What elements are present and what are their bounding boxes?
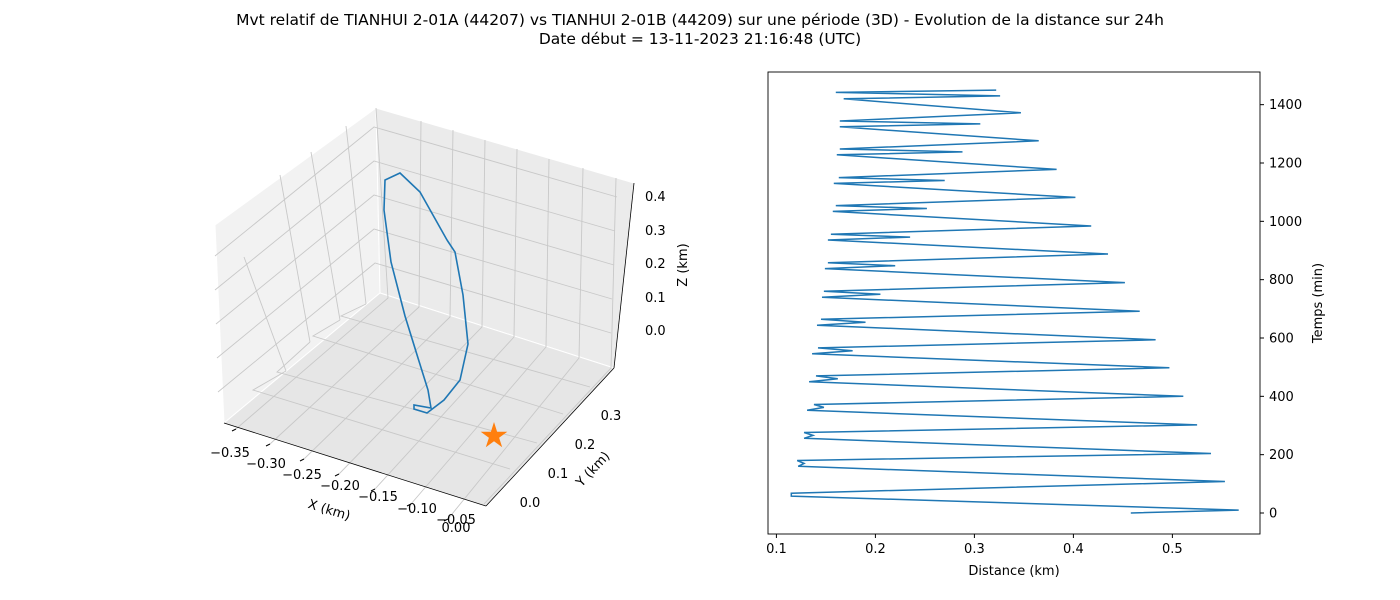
x-tick-label: −0.35 — [210, 446, 250, 461]
y-tick-label: 0.3 — [601, 409, 622, 424]
z-ticks: 0.0 0.1 0.2 0.3 0.4 — [645, 190, 666, 339]
y-tick-label: 0.0 — [520, 496, 541, 511]
z-tick-label: 0.4 — [645, 190, 666, 205]
y-ticks: 0.0 0.1 0.2 0.3 — [520, 409, 622, 511]
x-tick-label: 0.1 — [766, 542, 787, 557]
figure-subtitle: Date début = 13-11-2023 21:16:48 (UTC) — [538, 30, 862, 48]
y-tick-label: 0.2 — [575, 438, 596, 453]
y-tick-label: 400 — [1269, 390, 1294, 405]
figure-title: Mvt relatif de TIANHUI 2-01A (44207) vs … — [236, 11, 1164, 29]
x-tick-label: −0.05 — [436, 513, 476, 528]
x-tick-label: 0.4 — [1063, 542, 1084, 557]
z-tick-label: 0.2 — [645, 257, 666, 272]
x-tick-label: −0.10 — [397, 502, 437, 517]
distance-series-line — [790, 89, 1239, 514]
x-axis-label-2d: Distance (km) — [968, 564, 1059, 579]
x-ticks-2d: 0.1 0.2 0.3 0.4 0.5 — [766, 534, 1183, 557]
z-tick-label: 0.1 — [645, 291, 666, 306]
x-axis-label: X (km) — [306, 497, 352, 524]
y-tick-label: 0.1 — [548, 467, 569, 482]
y-tick-label: 800 — [1269, 273, 1294, 288]
y-axis-label-2d: Temps (min) — [1311, 263, 1326, 344]
y-axis-line — [485, 367, 615, 507]
x-tick-label: −0.15 — [358, 490, 398, 505]
x-tick-label: 0.5 — [1162, 542, 1183, 557]
grid-3d — [214, 107, 618, 520]
y-tick-label: 1200 — [1269, 157, 1302, 172]
origin-star-marker — [480, 422, 508, 448]
plot2d: 0.1 0.2 0.3 0.4 0.5 0 200 400 600 800 1000 1200 140… — [766, 71, 1326, 579]
y-tick-label: 0 — [1269, 507, 1277, 522]
z-axis-line — [613, 182, 635, 369]
y-tick-label: 600 — [1269, 332, 1294, 347]
x-tick-label: −0.25 — [282, 468, 322, 483]
x-ticks: −0.35 −0.30 −0.25 −0.20 −0.15 −0.10 −0.0… — [210, 428, 476, 536]
x-tick-label: 0.3 — [964, 542, 985, 557]
x-axis-line — [223, 422, 487, 507]
x-tick-label: −0.20 — [320, 479, 360, 494]
x-tick-label: −0.30 — [246, 457, 286, 472]
z-axis-label: Z (km) — [676, 243, 691, 286]
x-tick-label: 0.2 — [865, 542, 886, 557]
y-tick-label: 1000 — [1269, 215, 1302, 230]
x-tick-label: 0.00 — [442, 521, 471, 536]
z-tick-label: 0.3 — [645, 224, 666, 239]
trajectory-3d-line — [383, 172, 469, 414]
y-tick-label: 200 — [1269, 448, 1294, 463]
plot3d: −0.35 −0.30 −0.25 −0.20 −0.15 −0.10 −0.0… — [210, 107, 691, 536]
y-tick-label: 1400 — [1269, 98, 1302, 113]
plot2d-frame — [767, 71, 1261, 535]
y-axis-label: Y (km) — [573, 449, 614, 491]
y-ticks-2d: 0 200 400 600 800 1000 1200 1400 — [1260, 98, 1302, 522]
z-tick-label: 0.0 — [645, 324, 666, 339]
